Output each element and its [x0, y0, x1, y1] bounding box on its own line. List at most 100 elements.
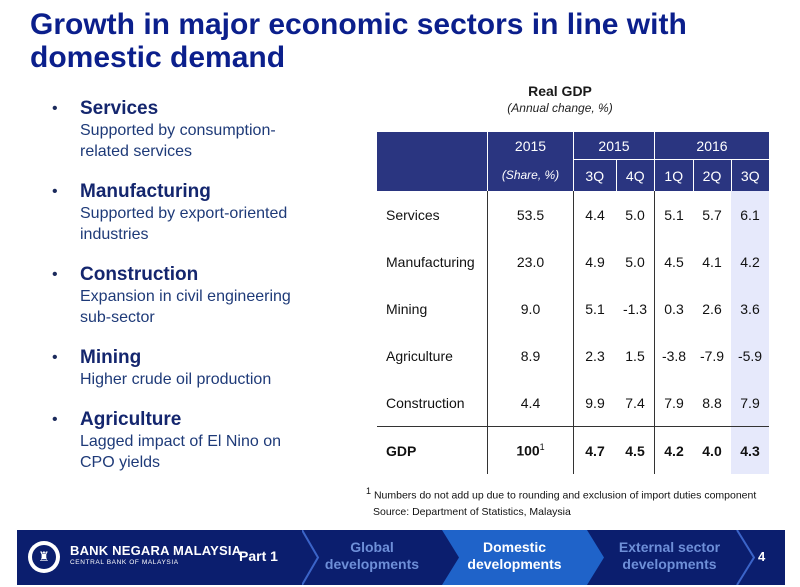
- header-year-share: 2015: [487, 132, 574, 160]
- value-cell: 9.9: [585, 394, 605, 411]
- value-cell: 4.2: [731, 238, 769, 285]
- value-cell: 5.0: [616, 238, 655, 285]
- nav-domestic-developments[interactable]: Domestic developments: [442, 530, 604, 585]
- bank-name-block: BANK NEGARA MALAYSIA CENTRAL BANK OF MAL…: [70, 543, 241, 566]
- bullet-construction: • Construction Expansion in civil engine…: [50, 264, 350, 328]
- value-cell: 5.7: [702, 206, 722, 223]
- nav-label-line-2: developments: [622, 556, 717, 572]
- bullet-mining: • Mining Higher crude oil production: [50, 347, 350, 390]
- bullet-heading: Manufacturing: [80, 181, 211, 202]
- value-cell: 2.6: [702, 300, 722, 317]
- footnote-text: Numbers do not add up due to rounding an…: [373, 489, 757, 502]
- share-cell: 9.0: [487, 285, 574, 332]
- header-quarter: 2Q: [692, 159, 731, 191]
- value-cell: 2.3: [585, 347, 605, 364]
- slide-title: Growth in major economic sectors in line…: [30, 8, 770, 74]
- nav-label-line-2: developments: [324, 556, 420, 572]
- value-cell: -5.9: [731, 332, 769, 379]
- table-row: Agriculture 8.9 2.3 1.5 -3.8 -7.9 -5.9: [377, 332, 769, 379]
- nav-label-line-1: Global: [350, 539, 394, 555]
- value-cell: 5.0: [616, 191, 655, 238]
- row-label: Mining: [386, 300, 428, 317]
- table-source: Source: Department of Statistics, Malays…: [373, 506, 571, 518]
- value-cell: 5.1: [585, 300, 605, 317]
- table-row: Construction 4.4 9.9 7.4 7.9 8.8 7.9: [377, 379, 769, 427]
- header-quarter: 3Q: [573, 159, 616, 191]
- value-cell: 0.3: [664, 300, 684, 317]
- page-number: 4: [758, 549, 766, 564]
- value-cell: 4.5: [616, 426, 655, 474]
- nav-label-line-1: Domestic: [482, 539, 547, 555]
- share-value: 100: [516, 442, 540, 459]
- value-cell: 4.7: [573, 426, 616, 474]
- table-subtitle: (Annual change, %): [507, 101, 613, 115]
- value-cell: -3.8: [661, 347, 687, 364]
- bullet-services: • Services Supported by consumption-rela…: [50, 98, 350, 162]
- bullet-text: Supported by export-oriented industries: [80, 205, 288, 243]
- share-cell: 23.0: [487, 238, 574, 285]
- share-cell: 1001: [487, 426, 574, 474]
- value-cell: 8.8: [702, 394, 722, 411]
- value-cell: -1.3: [616, 285, 655, 332]
- sector-bullet-list: • Services Supported by consumption-rela…: [50, 98, 350, 492]
- bullet-manufacturing: • Manufacturing Supported by export-orie…: [50, 181, 350, 245]
- slide-title-line-2: domestic demand: [30, 41, 286, 74]
- header-share: (Share, %): [487, 159, 574, 191]
- bullet-agriculture: • Agriculture Lagged impact of El Nino o…: [50, 409, 350, 473]
- footer-nav-bar: ♜ BANK NEGARA MALAYSIA CENTRAL BANK OF M…: [17, 530, 785, 585]
- table-title: Real GDP: [528, 83, 592, 99]
- share-cell: 4.4: [487, 379, 574, 427]
- bullet-dot-icon: •: [52, 100, 58, 117]
- header-blank: [377, 132, 488, 160]
- table-heading: Real GDP (Annual change, %): [470, 83, 650, 115]
- chevron-shape: [442, 530, 604, 585]
- value-cell: 4.4: [585, 206, 605, 223]
- bullet-dot-icon: •: [52, 411, 58, 428]
- bullet-dot-icon: •: [52, 183, 58, 200]
- share-cell: 53.5: [487, 191, 574, 238]
- value-cell: 4.0: [693, 426, 731, 474]
- bank-logo-icon: ♜: [28, 541, 60, 573]
- value-cell: 4.3: [731, 426, 769, 474]
- table-row: Services 53.5 4.4 5.0 5.1 5.7 6.1: [377, 191, 769, 238]
- header-year-2016: 2016: [654, 132, 769, 160]
- value-cell: 7.9: [664, 394, 684, 411]
- value-cell: 7.4: [616, 379, 655, 427]
- bank-subname: CENTRAL BANK OF MALAYSIA: [70, 559, 179, 566]
- part-label: Part 1: [239, 548, 278, 564]
- bank-name: BANK NEGARA MALAYSIA: [70, 543, 242, 558]
- value-cell: 6.1: [731, 191, 769, 238]
- header-quarter: 4Q: [615, 159, 655, 191]
- bullet-dot-icon: •: [52, 266, 58, 283]
- bullet-heading: Mining: [80, 347, 142, 368]
- header-year-2015: 2015: [573, 132, 655, 160]
- nav-global-developments[interactable]: Global developments: [302, 530, 442, 585]
- header-blank: [377, 159, 488, 191]
- footnote-marker: 1: [539, 442, 545, 453]
- header-quarter: 1Q: [654, 159, 693, 191]
- value-cell: 4.5: [664, 253, 684, 270]
- chevron-shape: [302, 530, 320, 585]
- bullet-heading: Services: [80, 98, 159, 119]
- value-cell: 7.9: [731, 379, 769, 427]
- bullet-heading: Agriculture: [80, 409, 182, 430]
- value-cell: 5.1: [664, 206, 684, 223]
- nav-label: External sector developments: [597, 539, 742, 573]
- chevron-shape: [736, 530, 756, 585]
- table-row: Mining 9.0 5.1 -1.3 0.3 2.6 3.6: [377, 285, 769, 332]
- row-label: GDP: [377, 426, 488, 474]
- real-gdp-table: 2015 2015 2016 (Share, %) 3Q 4Q 1Q 2Q 3Q…: [377, 132, 769, 474]
- row-label: Manufacturing: [386, 253, 475, 270]
- row-label: Agriculture: [386, 347, 453, 364]
- table-footnote: 1 Numbers do not add up due to rounding …: [366, 486, 756, 502]
- nav-label: Global developments: [302, 539, 442, 573]
- nav-label: Domestic developments: [442, 539, 587, 573]
- bullet-text: Higher crude oil production: [80, 371, 272, 388]
- table-row: Manufacturing 23.0 4.9 5.0 4.5 4.1 4.2: [377, 238, 769, 285]
- value-cell: 3.6: [731, 285, 769, 332]
- nav-external-sector-developments[interactable]: External sector developments: [597, 530, 756, 585]
- value-cell: 4.9: [585, 253, 605, 270]
- bullet-text: Expansion in civil engineering sub-secto…: [80, 288, 291, 326]
- row-label: Services: [386, 206, 440, 223]
- header-quarter: 3Q: [730, 159, 769, 191]
